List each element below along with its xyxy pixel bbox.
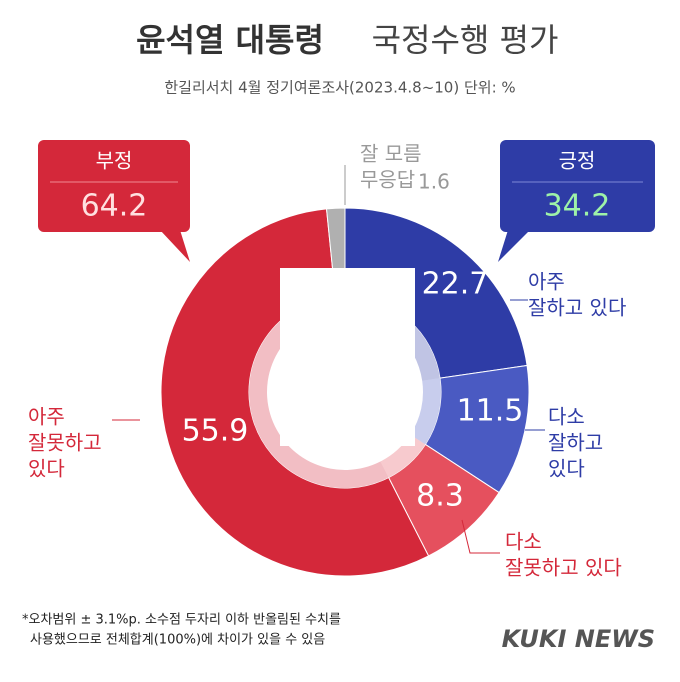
logo: KUKI NEWS — [502, 625, 655, 653]
category-label: 아주 — [28, 405, 65, 429]
category-label: 잘 모름 — [360, 142, 422, 166]
pointer — [498, 230, 530, 262]
category-label: 있다 — [28, 457, 65, 481]
value-label: 11.5 — [457, 394, 524, 429]
box — [500, 140, 655, 232]
inner-ring — [249, 296, 389, 489]
footnote: *오차범위 ± 3.1%p. 소수점 두자리 이하 반올림된 수치를 — [22, 613, 341, 628]
value-label: 8.3 — [416, 479, 464, 514]
leader-line — [461, 519, 500, 554]
positive-box: 긍정 34.2 — [498, 140, 655, 262]
pointer — [160, 230, 190, 262]
box-value: 34.2 — [544, 189, 611, 224]
category-label: 잘못하고 있다 — [505, 556, 622, 580]
donut — [160, 207, 530, 577]
category-label: 다소 — [505, 530, 542, 554]
category-label: 무응답 — [360, 168, 415, 192]
value-label: 1.6 — [418, 170, 450, 194]
value-label: 22.7 — [422, 267, 489, 302]
category-label: 아주 — [528, 270, 565, 294]
box — [38, 140, 190, 232]
category-label: 다소 — [548, 405, 585, 429]
category-label: 잘하고 — [548, 431, 603, 455]
chart-title: 윤석열 대통령 — [136, 21, 324, 59]
box-label: 긍정 — [559, 149, 596, 173]
donut-segment — [160, 208, 430, 577]
category-label: 잘하고 있다 — [528, 296, 626, 320]
photo-mask — [280, 268, 415, 446]
negative-box: 부정 64.2 — [38, 140, 190, 262]
box-label: 부정 — [96, 149, 133, 173]
chart-title-rest: 국정수행 평가 — [372, 21, 559, 59]
category-label: 있다 — [548, 457, 585, 481]
box-value: 64.2 — [81, 189, 148, 224]
category-label: 잘못하고 — [28, 431, 102, 455]
chart-subtitle: 한길리서치 4월 정기여론조사(2023.4.8~10) 단위: % — [164, 79, 515, 97]
value-label: 55.9 — [182, 414, 249, 449]
footnote: 사용했으므로 전체합계(100%)에 차이가 있을 수 있음 — [30, 632, 325, 648]
inner-ring — [410, 378, 441, 445]
